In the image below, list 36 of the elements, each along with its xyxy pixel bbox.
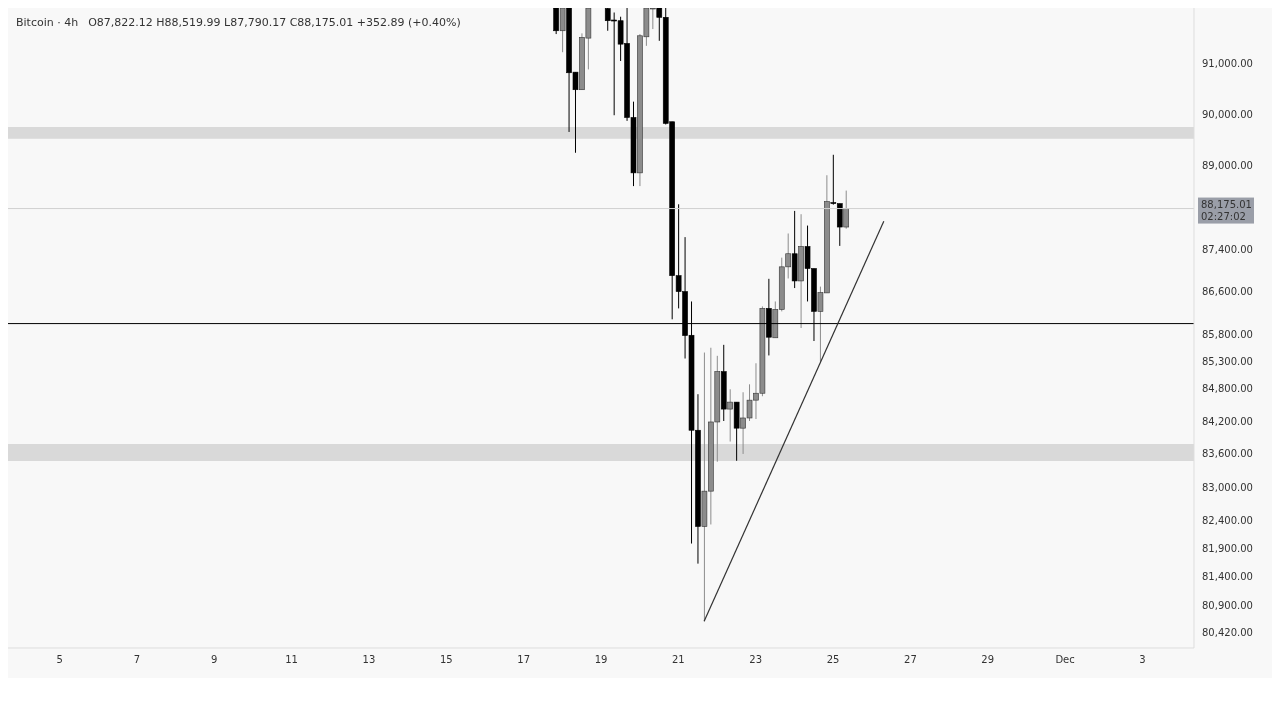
y-tick-label: 85,800.00 (1202, 328, 1253, 340)
candlestick (727, 388, 733, 443)
y-tick-label: 83,600.00 (1202, 448, 1253, 460)
y-tick-label: 89,000.00 (1202, 160, 1253, 172)
x-tick-label: Dec (1055, 654, 1075, 666)
x-tick-label: 11 (285, 654, 298, 666)
x-tick-label: 17 (517, 654, 531, 666)
y-tick-label: 85,300.00 (1202, 355, 1253, 367)
x-tick-label: 3 (1139, 654, 1146, 666)
y-tick-label: 86,600.00 (1202, 286, 1253, 298)
y-tick-label: 91,000.00 (1202, 57, 1253, 69)
y-tick-label: 90,000.00 (1202, 108, 1253, 120)
x-tick-label: 9 (211, 654, 218, 666)
y-tick-label: 87,400.00 (1202, 243, 1253, 255)
x-tick-label: 21 (671, 654, 685, 666)
y-tick-label: 81,400.00 (1202, 571, 1253, 583)
y-tick-label: 81,900.00 (1202, 543, 1253, 555)
x-tick-label: 23 (749, 654, 763, 666)
x-tick-label: 7 (133, 654, 141, 666)
x-tick-label: 15 (439, 654, 453, 666)
x-tick-label: 13 (362, 654, 376, 666)
x-tick-label: 19 (594, 654, 608, 666)
x-tick-label: 25 (826, 654, 840, 666)
ref-line-label: 88,175.01 02:27:02 (1201, 198, 1252, 222)
y-tick-label: 80,420.00 (1202, 627, 1253, 639)
y-tick-label: 83,000.00 (1202, 481, 1253, 493)
x-tick-label: 27 (904, 654, 917, 666)
text: O87,822.12 H88,519.99 L87,790.17 C88,175.01 +352.89 (+0.40%) (88, 16, 461, 29)
y-tick-label: 82,400.00 (1202, 515, 1253, 527)
y-tick-label: 84,200.00 (1202, 415, 1253, 427)
candlestick (843, 190, 850, 230)
y-tick-label: 80,900.00 (1202, 599, 1253, 611)
text: Bitcoin · 4h (16, 16, 79, 29)
x-tick-label: 5 (56, 654, 63, 666)
y-tick-label: 84,800.00 (1202, 382, 1253, 394)
x-tick-label: 29 (981, 654, 995, 666)
